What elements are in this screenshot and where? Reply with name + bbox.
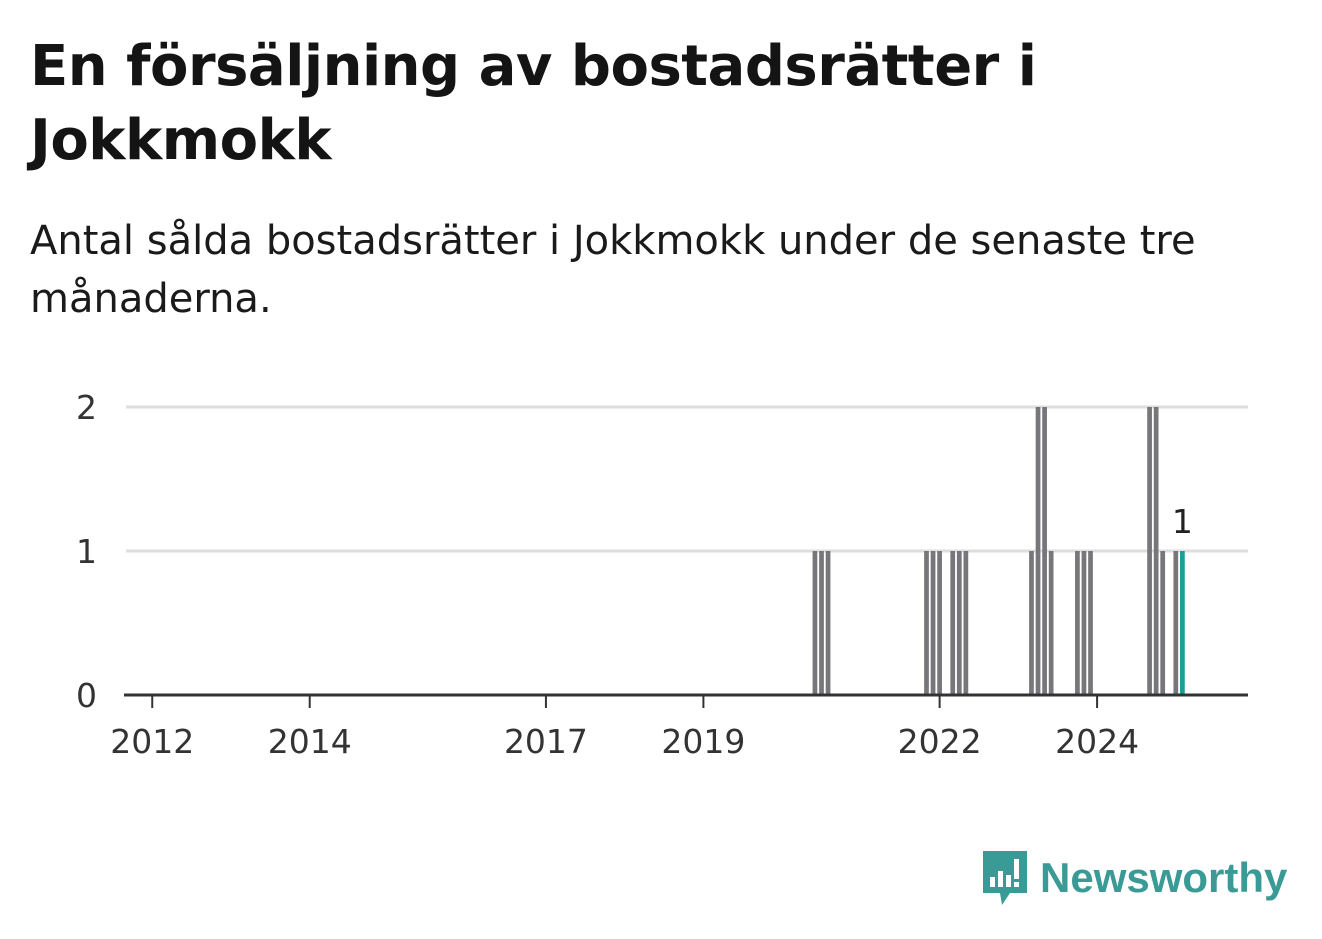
newsworthy-logo-icon (983, 851, 1027, 905)
x-tick-label: 2014 (268, 722, 352, 761)
bar (1088, 551, 1093, 695)
y-tick-label: 0 (76, 676, 97, 715)
bar (937, 551, 942, 695)
bar (1035, 407, 1041, 695)
bar (819, 551, 824, 695)
bar (1160, 551, 1166, 695)
bar (924, 551, 929, 695)
x-tick-label: 2024 (1055, 722, 1139, 761)
bar (1081, 551, 1087, 695)
bar (1075, 551, 1080, 695)
newsworthy-logo-text: Newsworthy (1040, 854, 1288, 901)
bar (825, 551, 831, 695)
newsworthy-logo: Newsworthy (980, 846, 1287, 910)
bar (930, 551, 936, 695)
chart-subtitle: Antal sålda bostadsrätter i Jokkmokk und… (30, 218, 1196, 322)
y-tick-label: 2 (76, 388, 97, 427)
x-tick-label: 2022 (898, 722, 982, 761)
bar (1147, 407, 1152, 695)
highlighted-bar (1180, 551, 1185, 695)
x-tick-label: 2012 (110, 722, 194, 761)
x-tick-label: 2019 (661, 722, 745, 761)
y-tick-label: 1 (76, 532, 97, 571)
chart-title: En försäljning av bostadsrätter i Jokkmo… (30, 34, 1037, 173)
bar (1048, 551, 1054, 695)
bar (1173, 551, 1179, 695)
bar (1042, 407, 1047, 695)
bar (1029, 551, 1034, 695)
data-label: 1 (1172, 502, 1193, 541)
bar (950, 551, 956, 695)
bar (963, 551, 969, 695)
x-tick-label: 2017 (504, 722, 588, 761)
bar (1153, 407, 1159, 695)
bar (812, 551, 818, 695)
bar (956, 551, 962, 695)
